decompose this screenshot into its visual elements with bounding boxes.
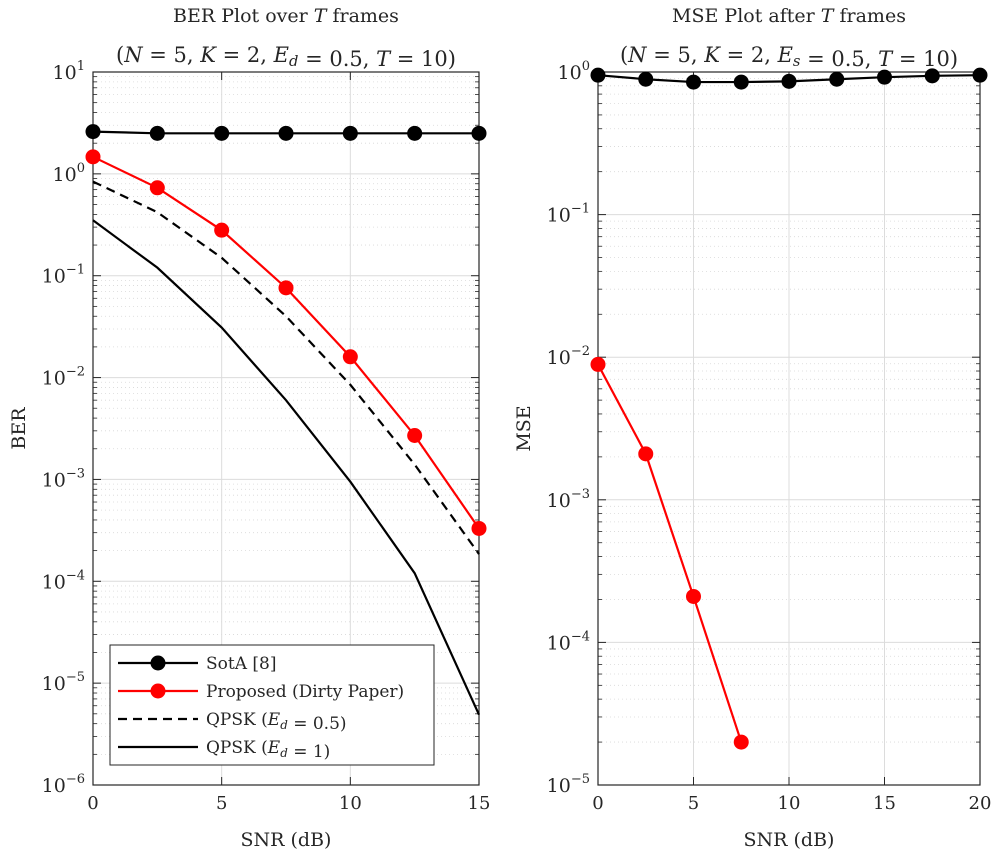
data-point [686, 74, 701, 90]
series-line [92, 219, 481, 716]
data-point [877, 69, 892, 85]
series-3 [92, 180, 480, 555]
legend: SotA [8] Proposed (Dirty Paper) QPSK (Ed =… [109, 644, 435, 766]
x-tick-label: 0 [592, 793, 603, 814]
x-tick-label: 0 [87, 793, 98, 814]
data-point [733, 74, 749, 90]
y-tick-label: 10−4 [42, 568, 85, 593]
data-point [590, 67, 606, 83]
chart-title: BER Plot over T frames [173, 5, 399, 27]
legend-entry: QPSK (Ed = 1) [206, 738, 330, 762]
series-4 [92, 219, 481, 716]
data-point [638, 71, 654, 87]
x-tick-label: 15 [873, 793, 896, 814]
series-1 [590, 67, 988, 90]
plot-area [92, 71, 480, 786]
y-tick-label: 10−6 [42, 772, 85, 797]
y-tick-label: 10−5 [547, 772, 590, 797]
data-point [924, 68, 940, 84]
y-tick-label: 10−1 [42, 263, 85, 288]
legend-entry: SotA [8] [206, 654, 276, 674]
plot-area [597, 71, 981, 786]
data-point [638, 446, 654, 462]
y-tick-label: 100 [53, 161, 85, 186]
legend-entry: QPSK (Ed = 0.5) [206, 710, 347, 734]
data-point [407, 125, 423, 141]
y-axis-label: BER [8, 407, 30, 450]
series-2 [85, 149, 487, 536]
data-point [85, 124, 101, 140]
legend-marker [150, 683, 166, 699]
series-1 [85, 124, 487, 141]
data-point [686, 588, 701, 604]
data-point [214, 222, 230, 238]
y-tick-label: 10−3 [547, 487, 590, 512]
data-point [149, 125, 165, 141]
data-point [149, 180, 165, 196]
y-tick-label: 10−3 [42, 466, 85, 491]
data-point [342, 349, 358, 365]
legend-entry: Proposed (Dirty Paper) [206, 682, 404, 702]
data-point [972, 67, 988, 83]
data-point [85, 149, 101, 165]
data-point [781, 73, 797, 89]
chart-2: 10−5 10−4 10−3 10−2 10−1 100 0 5 10 15 20 MSE Plot … [513, 5, 991, 851]
x-tick-label: 10 [339, 793, 362, 814]
y-tick-label: 10−2 [42, 365, 85, 390]
chart-subtitle: (N = 5, K = 2, Ed = 0.5, T = 10) [116, 43, 456, 71]
data-point [733, 734, 749, 750]
chart-subtitle: (N = 5, K = 2, Es = 0.5, T = 10) [620, 43, 958, 71]
data-point [829, 71, 845, 87]
y-tick-label: 101 [53, 59, 85, 84]
y-tick-label: 10−5 [42, 670, 85, 695]
x-tick-label: 10 [778, 793, 801, 814]
x-tick-label: 5 [688, 793, 699, 814]
data-point [342, 125, 358, 141]
data-point [471, 125, 487, 141]
y-tick-label: 10−4 [547, 629, 590, 654]
data-point [407, 427, 423, 443]
y-tick-label: 10−1 [547, 202, 590, 227]
data-point [278, 125, 294, 141]
y-tick-label: 100 [558, 59, 590, 84]
x-tick-label: 5 [216, 793, 227, 814]
data-point [278, 280, 294, 296]
series-line [597, 363, 743, 743]
series-2 [590, 356, 749, 750]
chart-title: MSE Plot after T frames [672, 5, 906, 27]
x-tick-label: 20 [969, 793, 992, 814]
series-line [92, 180, 480, 555]
data-point [590, 356, 606, 372]
x-axis-label: SNR (dB) [744, 829, 835, 851]
chart-1: 10−6 10−5 10−4 10−3 10−2 10−1 100 101 0 5 10 15 BER … [8, 5, 490, 851]
x-tick-label: 15 [468, 793, 491, 814]
legend-marker [150, 655, 166, 671]
data-point [471, 520, 487, 536]
data-point [214, 125, 230, 141]
x-axis-label: SNR (dB) [241, 829, 332, 851]
y-axis-label: MSE [513, 405, 535, 451]
y-tick-label: 10−2 [547, 344, 590, 369]
